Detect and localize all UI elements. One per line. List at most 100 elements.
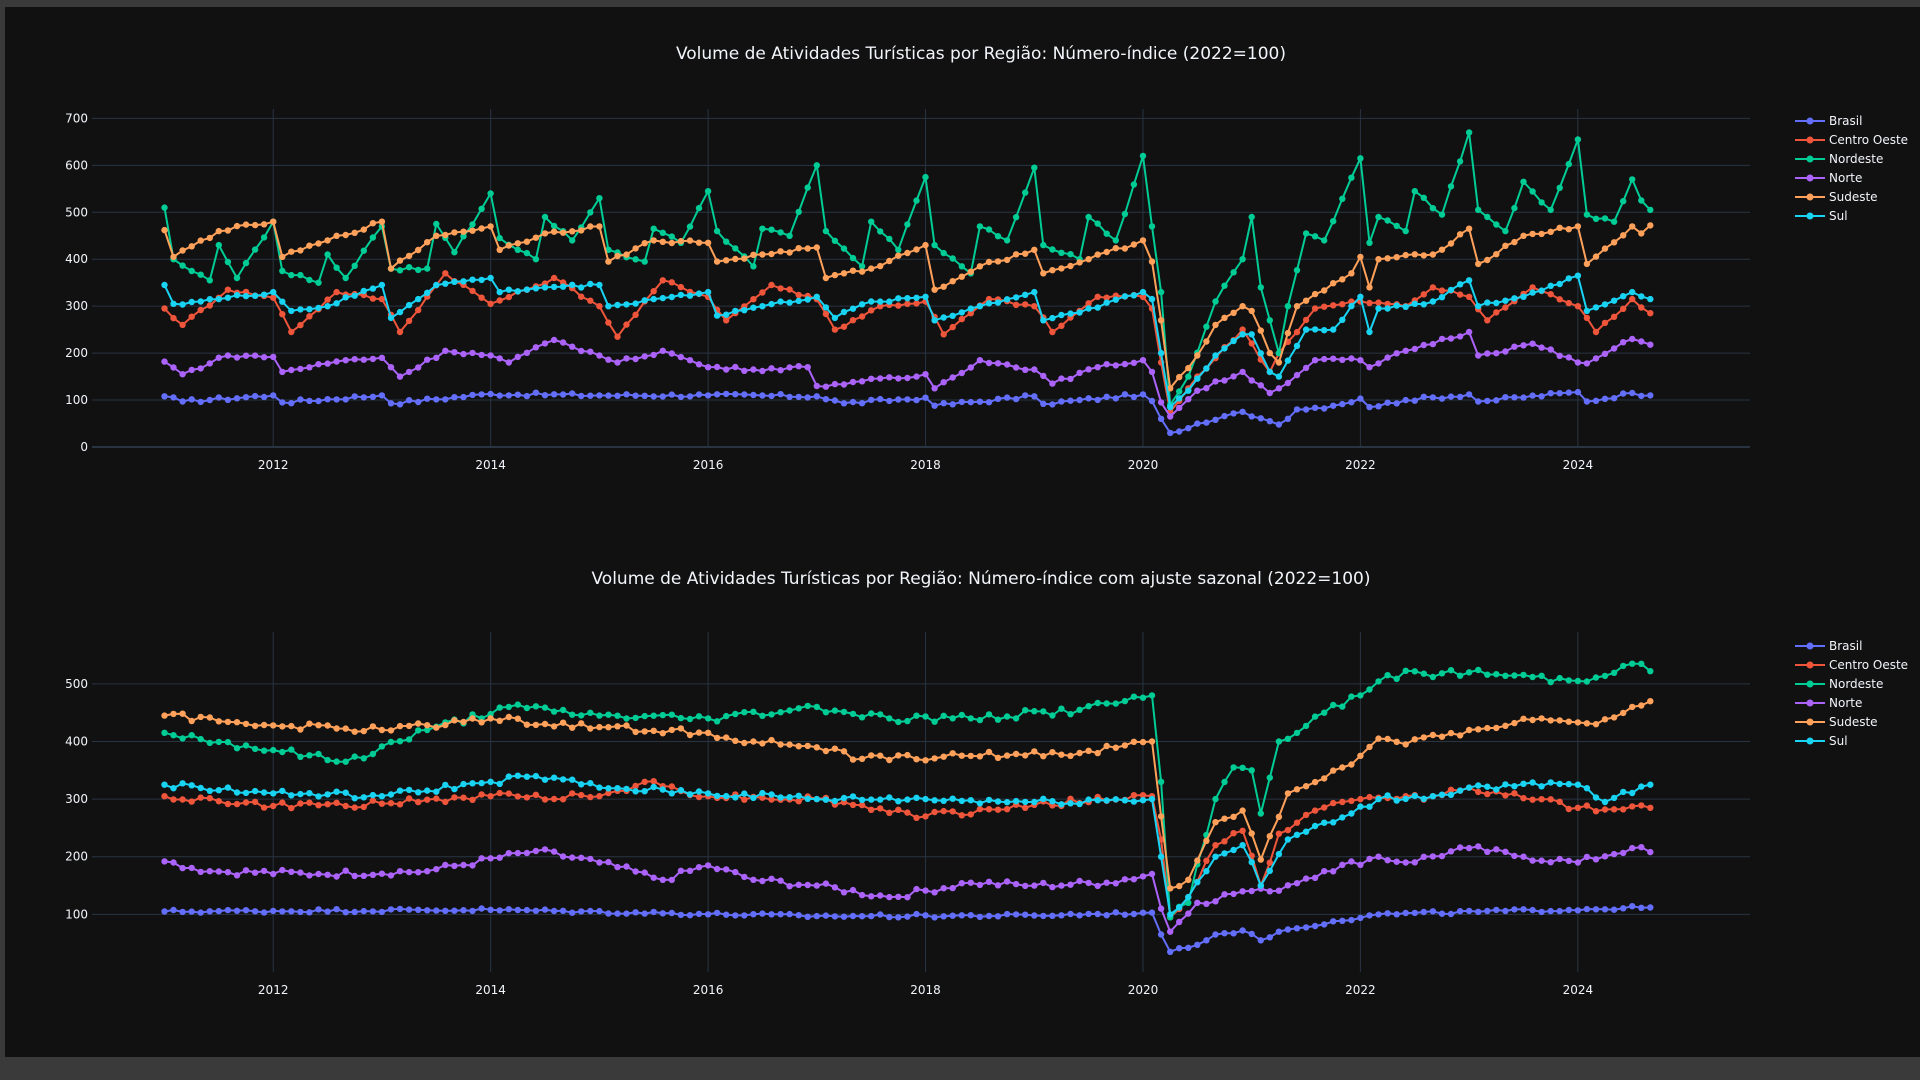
data-point[interactable] xyxy=(632,909,639,916)
data-point[interactable] xyxy=(1311,233,1319,240)
data-point[interactable] xyxy=(1556,674,1563,682)
data-point[interactable] xyxy=(306,397,313,405)
data-point[interactable] xyxy=(596,281,603,289)
data-point[interactable] xyxy=(1266,867,1274,875)
data-point[interactable] xyxy=(532,721,540,729)
data-point[interactable] xyxy=(559,339,567,346)
data-point[interactable] xyxy=(351,795,358,802)
data-point[interactable] xyxy=(1167,948,1174,955)
data-point[interactable] xyxy=(1302,875,1310,882)
data-point[interactable] xyxy=(1638,802,1645,809)
data-point[interactable] xyxy=(713,792,721,800)
data-point[interactable] xyxy=(433,795,440,802)
data-point[interactable] xyxy=(1411,859,1419,866)
data-point[interactable] xyxy=(324,791,331,798)
data-point[interactable] xyxy=(949,401,956,408)
data-point[interactable] xyxy=(206,795,213,802)
data-point[interactable] xyxy=(1357,914,1364,922)
data-point[interactable] xyxy=(523,704,531,712)
data-point[interactable] xyxy=(1311,290,1319,298)
data-point[interactable] xyxy=(206,396,213,404)
data-point[interactable] xyxy=(342,909,349,916)
data-point[interactable] xyxy=(569,237,576,244)
data-point[interactable] xyxy=(723,792,730,800)
data-point[interactable] xyxy=(1121,797,1129,804)
data-point[interactable] xyxy=(605,319,612,326)
data-point[interactable] xyxy=(877,892,884,899)
data-point[interactable] xyxy=(1511,906,1518,913)
data-point[interactable] xyxy=(1520,795,1527,802)
data-point[interactable] xyxy=(415,306,422,314)
legend-item[interactable]: Brasil xyxy=(1795,114,1862,128)
data-point[interactable] xyxy=(487,715,494,722)
data-point[interactable] xyxy=(1266,317,1274,324)
data-point[interactable] xyxy=(904,913,911,920)
data-point[interactable] xyxy=(1384,399,1391,406)
data-point[interactable] xyxy=(786,364,793,371)
data-point[interactable] xyxy=(1266,888,1274,895)
data-point[interactable] xyxy=(741,391,748,398)
data-point[interactable] xyxy=(994,360,1002,367)
data-point[interactable] xyxy=(1493,299,1500,307)
data-point[interactable] xyxy=(1484,317,1491,324)
data-point[interactable] xyxy=(1031,393,1038,400)
data-point[interactable] xyxy=(1565,389,1573,396)
data-point[interactable] xyxy=(858,400,866,407)
data-point[interactable] xyxy=(1293,328,1301,336)
data-point[interactable] xyxy=(931,914,938,921)
data-point[interactable] xyxy=(949,374,956,381)
data-point[interactable] xyxy=(1629,288,1636,296)
data-point[interactable] xyxy=(270,790,277,797)
data-point[interactable] xyxy=(922,757,929,764)
data-point[interactable] xyxy=(931,241,938,249)
data-point[interactable] xyxy=(1629,703,1636,711)
data-point[interactable] xyxy=(686,791,694,798)
data-point[interactable] xyxy=(1076,259,1083,266)
data-point[interactable] xyxy=(496,234,503,242)
data-point[interactable] xyxy=(895,893,902,900)
data-point[interactable] xyxy=(1157,778,1165,785)
data-point[interactable] xyxy=(886,756,893,764)
data-point[interactable] xyxy=(1130,241,1138,248)
data-point[interactable] xyxy=(541,284,549,291)
data-point[interactable] xyxy=(1049,246,1056,253)
data-point[interactable] xyxy=(1547,282,1554,289)
data-point[interactable] xyxy=(1629,176,1636,183)
data-point[interactable] xyxy=(224,738,232,746)
data-point[interactable] xyxy=(587,793,594,801)
data-point[interactable] xyxy=(1221,850,1228,857)
data-point[interactable] xyxy=(858,801,866,809)
data-point[interactable] xyxy=(1302,783,1310,790)
data-point[interactable] xyxy=(1375,403,1382,410)
data-point[interactable] xyxy=(650,237,657,244)
data-point[interactable] xyxy=(387,400,395,407)
data-point[interactable] xyxy=(686,912,694,919)
data-point[interactable] xyxy=(260,393,268,401)
data-point[interactable] xyxy=(188,732,195,739)
data-point[interactable] xyxy=(505,850,512,857)
data-point[interactable] xyxy=(1592,674,1600,681)
data-point[interactable] xyxy=(197,868,204,876)
data-point[interactable] xyxy=(623,391,630,398)
data-point[interactable] xyxy=(1529,857,1536,864)
data-point[interactable] xyxy=(777,794,784,801)
data-point[interactable] xyxy=(1230,930,1237,937)
data-point[interactable] xyxy=(1148,258,1156,265)
data-point[interactable] xyxy=(596,195,603,202)
data-point[interactable] xyxy=(985,878,993,885)
data-point[interactable] xyxy=(1357,155,1364,162)
data-point[interactable] xyxy=(1176,904,1183,911)
data-point[interactable] xyxy=(1194,375,1201,382)
data-point[interactable] xyxy=(1348,693,1355,700)
data-point[interactable] xyxy=(179,796,186,803)
data-point[interactable] xyxy=(342,231,349,239)
data-point[interactable] xyxy=(1366,364,1373,371)
data-point[interactable] xyxy=(1221,412,1228,420)
data-point[interactable] xyxy=(433,281,440,289)
data-point[interactable] xyxy=(786,232,793,239)
data-point[interactable] xyxy=(478,791,485,798)
data-point[interactable] xyxy=(840,270,848,277)
legend-item[interactable]: Sudeste xyxy=(1795,190,1878,204)
data-point[interactable] xyxy=(578,293,585,300)
data-point[interactable] xyxy=(1610,794,1618,802)
